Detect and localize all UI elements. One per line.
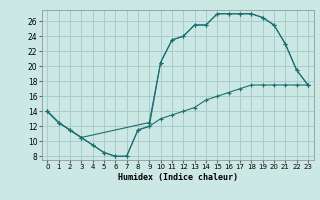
X-axis label: Humidex (Indice chaleur): Humidex (Indice chaleur) xyxy=(118,173,237,182)
